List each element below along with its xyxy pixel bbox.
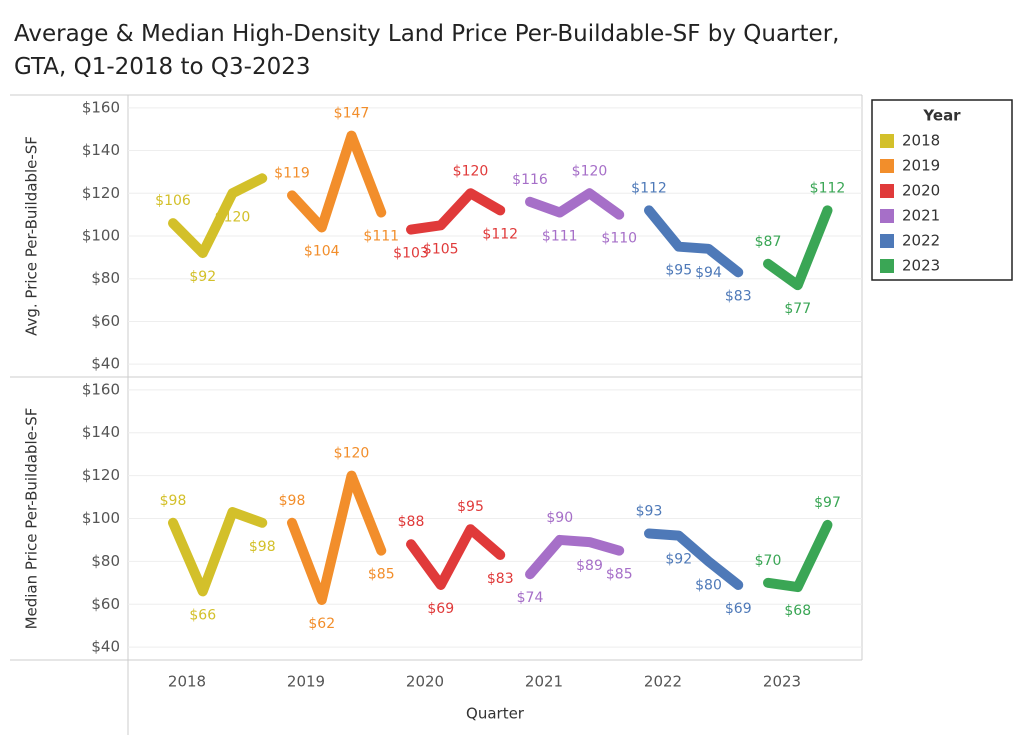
y-tick-label: $140: [82, 423, 120, 441]
data-label: $69: [427, 601, 454, 617]
data-label: $66: [189, 607, 216, 623]
data-label: $120: [572, 163, 608, 179]
data-label: $85: [368, 567, 395, 583]
x-tick-label: 2021: [525, 673, 563, 691]
y-tick-label: $40: [91, 638, 120, 656]
data-label: $94: [695, 265, 722, 281]
x-tick-label: 2022: [644, 673, 682, 691]
data-label: $112: [482, 226, 518, 242]
data-label: $74: [517, 590, 544, 606]
legend-label: 2019: [902, 157, 940, 175]
line-series: [287, 130, 387, 233]
legend-swatch: [880, 184, 894, 198]
data-label: $83: [725, 288, 752, 304]
data-label: $92: [189, 269, 216, 285]
line-series: [168, 173, 268, 259]
x-tick-label: 2020: [406, 673, 444, 691]
data-label: $85: [606, 567, 633, 583]
legend-label: 2021: [902, 207, 940, 225]
y-tick-label: $80: [91, 552, 120, 570]
line-series: [287, 470, 387, 605]
legend-swatch: [880, 159, 894, 173]
y-tick-label: $120: [82, 466, 120, 484]
y-tick-label: $120: [82, 184, 120, 202]
data-label: $111: [542, 229, 578, 245]
y-tick-label: $140: [82, 141, 120, 159]
data-label: $120: [334, 446, 370, 462]
data-label: $116: [512, 172, 548, 188]
data-label: $70: [755, 553, 782, 569]
data-label: $93: [636, 504, 663, 520]
x-tick-label: 2019: [287, 673, 325, 691]
y-tick-label: $160: [82, 380, 120, 398]
legend-label: 2023: [902, 257, 940, 275]
line-series: [525, 534, 625, 580]
x-tick-label: 2018: [168, 673, 206, 691]
data-label: $120: [215, 209, 251, 225]
line-series: [168, 507, 268, 597]
data-label: $88: [398, 514, 425, 530]
data-label: $95: [665, 263, 692, 279]
line-series: [406, 188, 506, 235]
legend-label: 2022: [902, 232, 940, 250]
data-label: $97: [814, 495, 841, 511]
data-label: $77: [784, 301, 811, 317]
data-label: $147: [334, 106, 370, 122]
chart-title: Average & Median High-Density Land Price…: [14, 21, 840, 80]
y-tick-label: $60: [91, 312, 120, 330]
data-label: $98: [249, 539, 276, 555]
legend-swatch: [880, 234, 894, 248]
data-label: $98: [160, 493, 187, 509]
data-label: $90: [546, 510, 573, 526]
legend-label: 2020: [902, 182, 940, 200]
line-series: [644, 528, 744, 590]
x-tick-label: 2023: [763, 673, 801, 691]
line-series: [763, 519, 833, 593]
data-label: $112: [631, 180, 667, 196]
data-label: $112: [810, 180, 846, 196]
legend-title: Year: [922, 107, 961, 125]
data-label: $104: [304, 243, 340, 259]
legend-box: [871, 99, 1013, 281]
data-label: $80: [695, 577, 722, 593]
data-label: $110: [601, 231, 637, 247]
y-tick-label: $160: [82, 98, 120, 116]
data-label: $87: [755, 234, 782, 250]
legend-label: 2018: [902, 132, 940, 150]
data-label: $119: [274, 165, 310, 181]
y-axis-label: Median Price Per-Buildable-SF: [23, 408, 41, 630]
data-label: $83: [487, 571, 514, 587]
line-series: [525, 188, 625, 220]
line-series: [406, 524, 506, 590]
data-label: $68: [784, 603, 811, 619]
data-label: $69: [725, 601, 752, 617]
legend-swatch: [880, 134, 894, 148]
data-label: $106: [155, 193, 191, 209]
data-label: $120: [453, 163, 489, 179]
x-axis-label: Quarter: [466, 705, 525, 723]
legend-swatch: [880, 259, 894, 273]
y-axis-label: Avg. Price Per-Buildable-SF: [23, 136, 41, 336]
data-label: $62: [308, 616, 335, 632]
y-tick-label: $40: [91, 355, 120, 373]
data-label: $103: [393, 246, 429, 262]
data-label: $98: [279, 493, 306, 509]
data-label: $89: [576, 558, 603, 574]
y-tick-label: $80: [91, 269, 120, 287]
y-tick-label: $100: [82, 227, 120, 245]
y-tick-label: $100: [82, 509, 120, 527]
legend-swatch: [880, 209, 894, 223]
data-label: $95: [457, 499, 484, 515]
line-series: [763, 205, 833, 291]
data-label: $105: [423, 241, 459, 257]
data-label: $92: [665, 552, 692, 568]
line-series: [644, 205, 744, 278]
data-label: $111: [363, 229, 399, 245]
y-tick-label: $60: [91, 595, 120, 613]
